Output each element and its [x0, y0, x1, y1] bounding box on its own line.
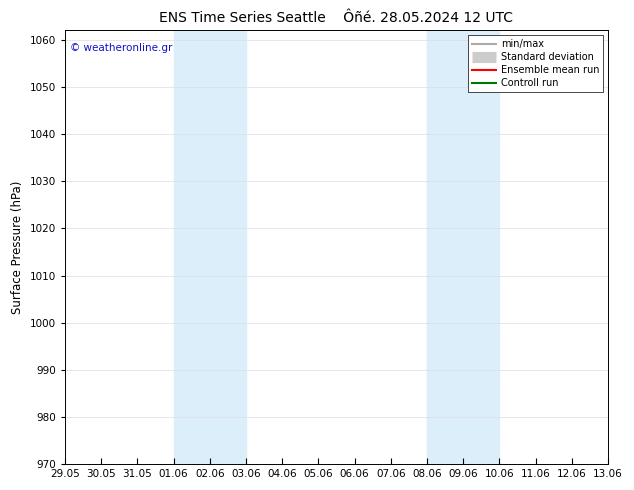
Y-axis label: Surface Pressure (hPa): Surface Pressure (hPa): [11, 180, 24, 314]
Bar: [427, 30, 500, 464]
Title: ENS Time Series Seattle    Ôñé. 28.05.2024 12 UTC: ENS Time Series Seattle Ôñé. 28.05.2024 …: [160, 11, 514, 25]
Legend: min/max, Standard deviation, Ensemble mean run, Controll run: min/max, Standard deviation, Ensemble me…: [468, 35, 603, 92]
Bar: [174, 30, 246, 464]
Text: © weatheronline.gr: © weatheronline.gr: [70, 44, 172, 53]
